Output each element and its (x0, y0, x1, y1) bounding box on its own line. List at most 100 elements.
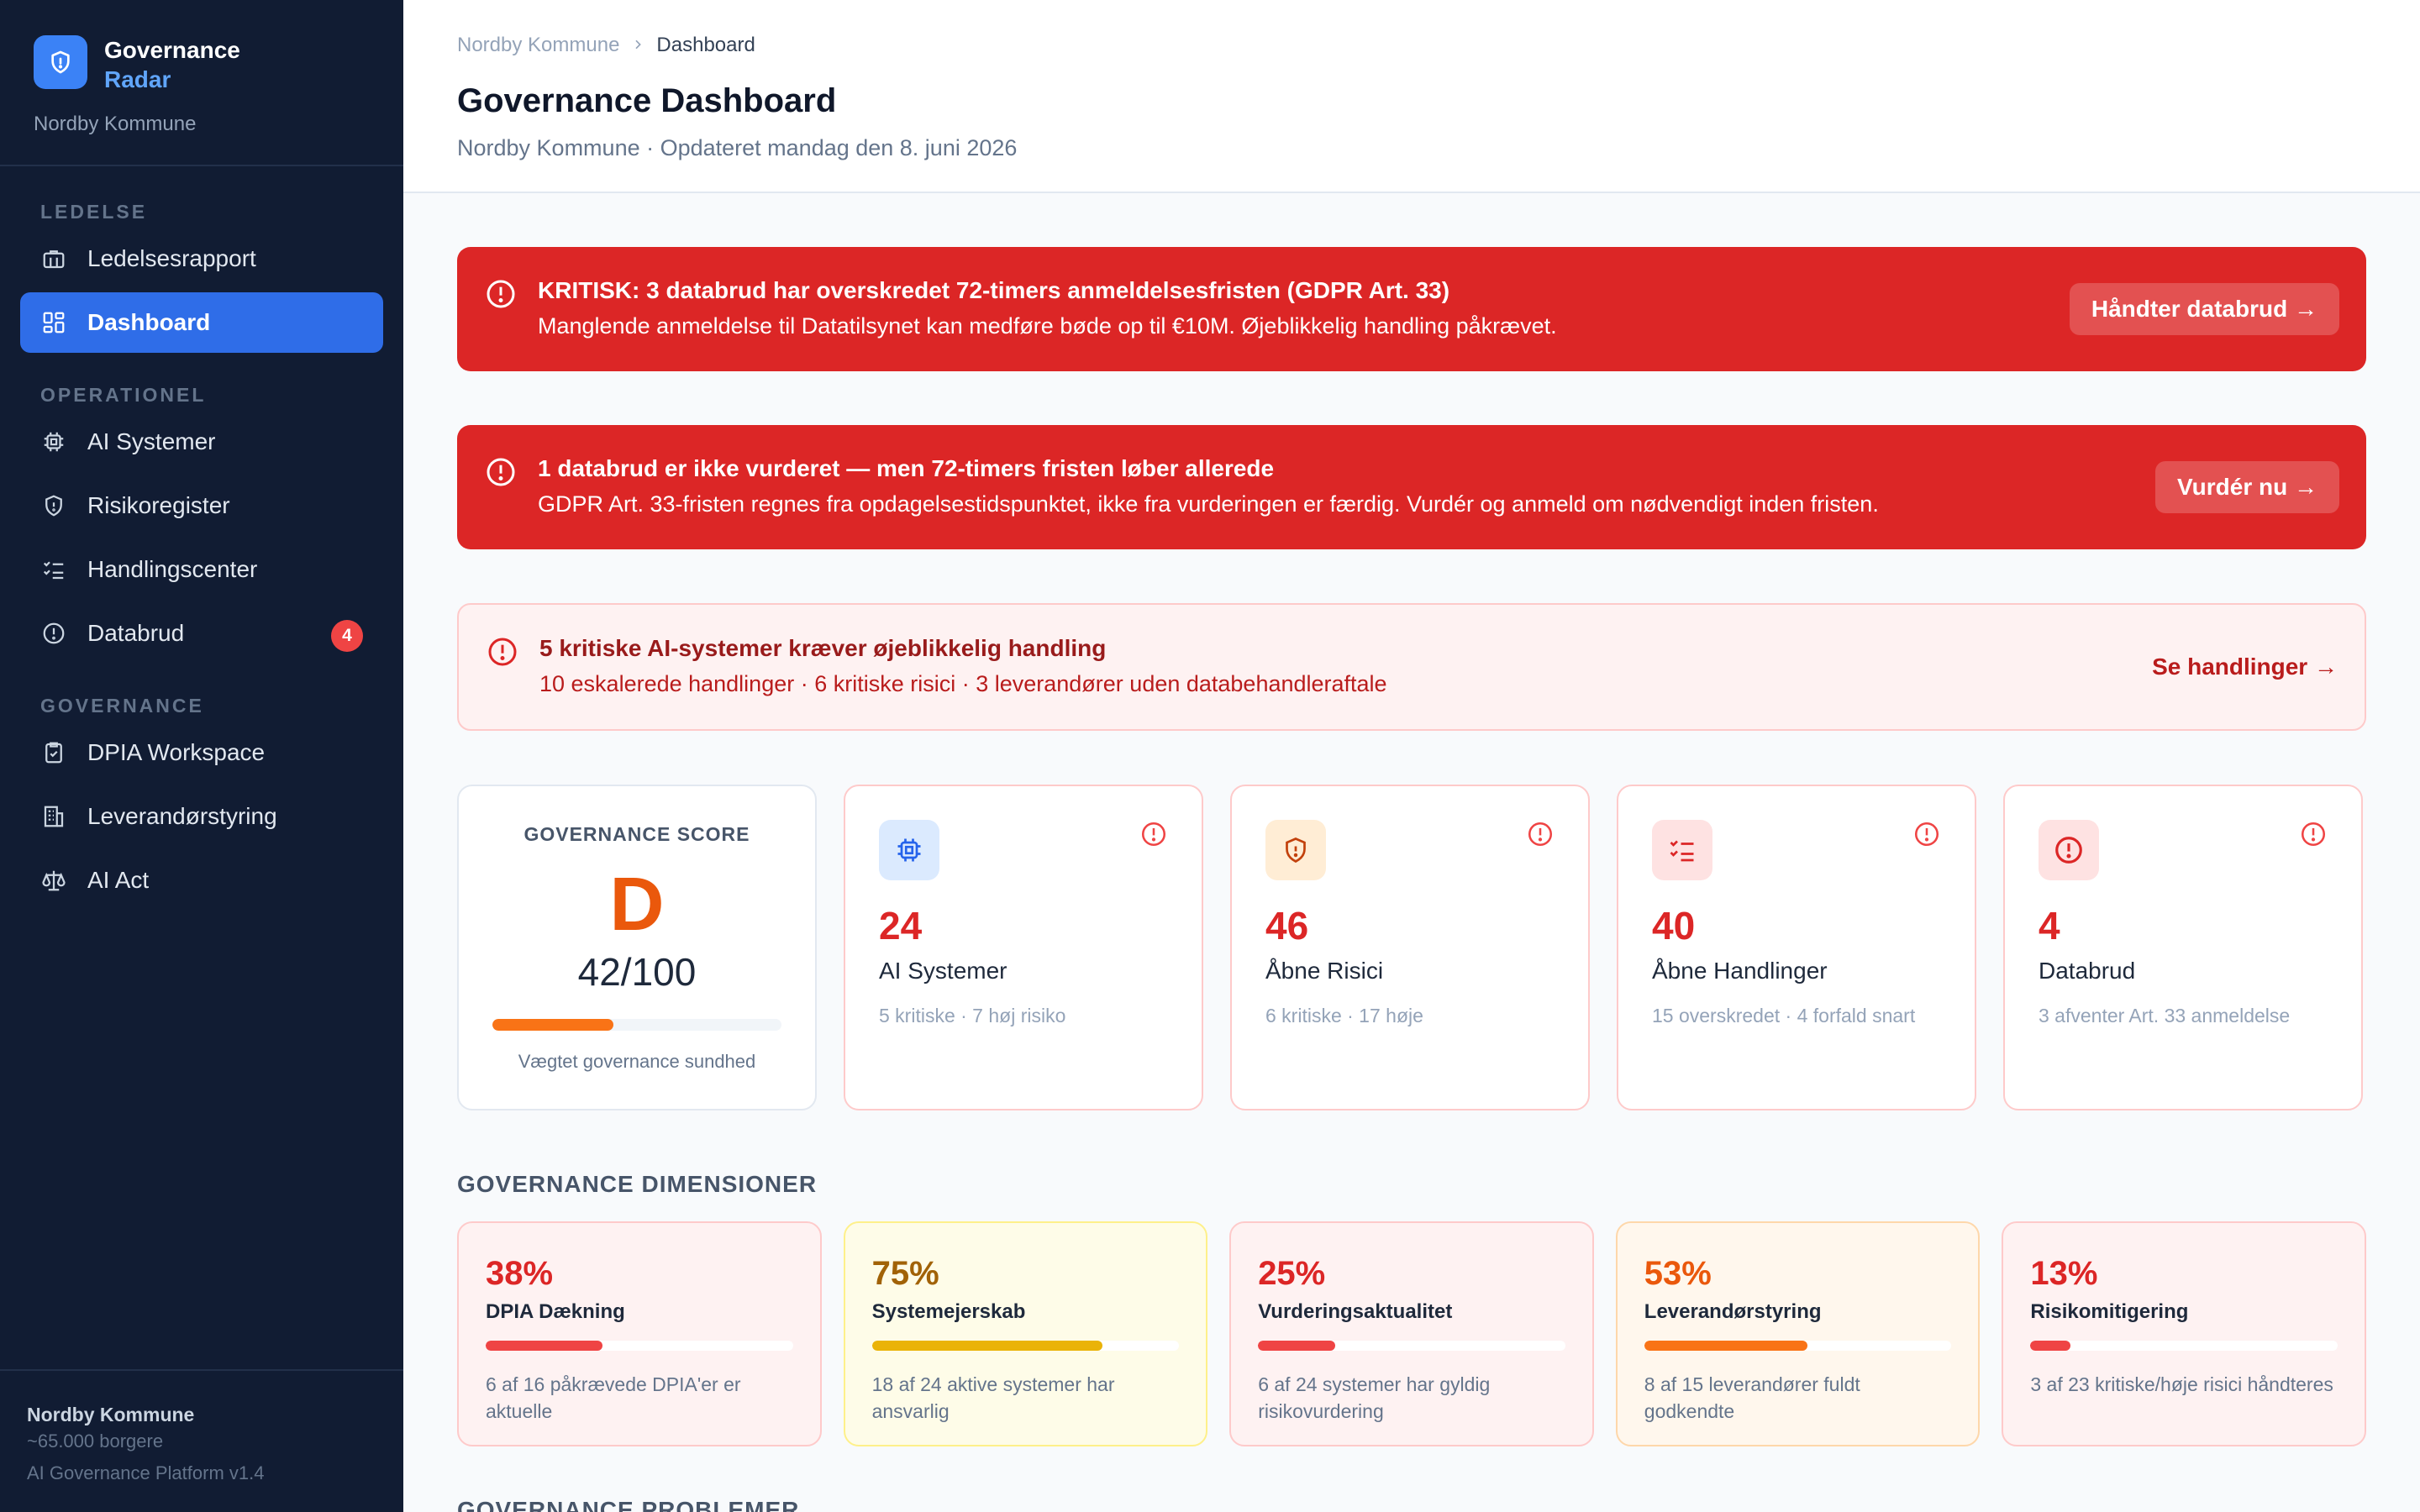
stats-row: GOVERNANCE SCORE D 42/100 Vægtet governa… (457, 785, 2366, 1110)
sidebar-item-label: AI Systemer (87, 428, 216, 454)
scales-icon (40, 867, 67, 894)
sidebar-item-databrud[interactable]: Databrud 4 (20, 603, 383, 664)
shield-alert-icon (1265, 820, 1326, 880)
alert-critical-ai-systems: 5 kritiske AI-systemer kræver øjeblikkel… (457, 603, 2366, 731)
dimension-card-vurderingsaktualitet[interactable]: 25% Vurderingsaktualitet 6 af 24 systeme… (1229, 1221, 1594, 1446)
sidebar-item-label: Ledelsesrapport (87, 245, 256, 271)
stat-meta: 5 kritiske · 7 høj risiko (879, 1005, 1066, 1026)
alert-description: 10 eskalerede handlinger · 6 kritiske ri… (539, 671, 1387, 696)
dimension-percent: 13% (2030, 1255, 2098, 1292)
dimension-percent: 38% (486, 1255, 554, 1292)
dimension-description: 3 af 23 kritiske/høje risici håndteres (2030, 1373, 2333, 1395)
sidebar: Governance Radar Nordby Kommune LEDELSE … (0, 0, 403, 1512)
alert-circle-icon (484, 277, 518, 311)
nav-heading: GOVERNANCE (40, 695, 204, 717)
dimension-percent: 53% (1644, 1255, 1712, 1292)
dimension-percent: 25% (1258, 1255, 1326, 1292)
sidebar-item-label: Dashboard (87, 309, 211, 335)
sidebar-item-ai-systemer[interactable]: AI Systemer (20, 412, 383, 472)
alert-circle-icon (484, 455, 518, 489)
score-caption: Vægtet governance sundhed (518, 1051, 756, 1072)
dimension-card-systemejerskab[interactable]: 75% Systemejerskab 18 af 24 aktive syste… (843, 1221, 1208, 1446)
dimension-description: 6 af 24 systemer har gyldig risikovurder… (1258, 1373, 1491, 1422)
stat-card-databrud[interactable]: 4 Databrud 3 afventer Art. 33 anmeldelse (2003, 785, 2363, 1110)
stat-label: Åbne Handlinger (1652, 958, 1828, 984)
sidebar-item-handlingscenter[interactable]: Handlingscenter (20, 539, 383, 600)
sidebar-item-ledelsesrapport[interactable]: Ledelsesrapport (20, 228, 383, 289)
dimensions-row: 38% DPIA Dækning 6 af 16 påkrævede DPIA'… (457, 1221, 2366, 1446)
dashboard-grid-icon (40, 309, 67, 336)
alert-circle-icon (486, 635, 519, 669)
section-title-problems: GOVERNANCE PROBLEMER (457, 1497, 800, 1512)
stat-number: 40 (1652, 904, 1696, 948)
dimension-card-dpia[interactable]: 38% DPIA Dækning 6 af 16 påkrævede DPIA'… (457, 1221, 822, 1446)
score-progress-bar (492, 1019, 781, 1031)
stat-meta: 6 kritiske · 17 høje (1265, 1005, 1423, 1026)
dimension-card-risikomitigering[interactable]: 13% Risikomitigering 3 af 23 kritiske/hø… (2002, 1221, 2366, 1446)
sidebar-item-label: Risikoregister (87, 492, 230, 518)
sidebar-item-label: Handlingscenter (87, 556, 258, 582)
stat-label: Åbne Risici (1265, 958, 1384, 984)
chip-icon (879, 820, 939, 880)
shield-logo-icon (34, 35, 87, 89)
see-actions-link[interactable]: Se handlinger → (2152, 654, 2338, 680)
alert-title: 5 kritiske AI-systemer kræver øjeblikkel… (539, 635, 1107, 661)
dimension-progress-fill (871, 1341, 1102, 1351)
stat-card-ai-systemer[interactable]: 24 AI Systemer 5 kritiske · 7 høj risiko (844, 785, 1203, 1110)
chip-icon (40, 428, 67, 455)
page-title: Governance Dashboard (457, 82, 837, 119)
score-value: 42/100 (577, 950, 697, 994)
assess-now-button[interactable]: Vurdér nu → (2155, 461, 2339, 513)
dimension-name: Vurderingsaktualitet (1258, 1300, 1453, 1323)
footer-version: AI Governance Platform v1.4 (27, 1462, 265, 1483)
sidebar-item-label: DPIA Workspace (87, 739, 266, 765)
stat-card-abne-handlinger[interactable]: 40 Åbne Handlinger 15 overskredet · 4 fo… (1617, 785, 1976, 1110)
sidebar-item-dpia-workspace[interactable]: DPIA Workspace (20, 722, 383, 783)
dimension-description: 8 af 15 leverandører fuldt godkendte (1644, 1373, 1860, 1422)
alert-description: Manglende anmeldelse til Datatilsynet ka… (538, 313, 1557, 339)
databrud-count-badge: 4 (331, 620, 363, 652)
stat-label: AI Systemer (879, 958, 1007, 984)
handle-breach-button[interactable]: Håndter databrud → (2069, 283, 2339, 335)
breadcrumb-item-org[interactable]: Nordby Kommune (457, 34, 620, 56)
clipboard-check-icon (40, 739, 67, 766)
score-label: GOVERNANCE SCORE (523, 823, 750, 845)
sidebar-item-ai-act[interactable]: AI Act (20, 850, 383, 911)
dimension-progress-bar (1644, 1341, 1952, 1351)
stat-card-abne-risici[interactable]: 46 Åbne Risici 6 kritiske · 17 høje (1230, 785, 1590, 1110)
stat-label: Databrud (2039, 958, 2136, 984)
page-header: Nordby Kommune Dashboard Governance Dash… (403, 0, 2420, 193)
sidebar-item-risikoregister[interactable]: Risikoregister (20, 475, 383, 536)
dimension-card-leverandorstyring[interactable]: 53% Leverandørstyring 8 af 15 leverandør… (1615, 1221, 1981, 1446)
dimension-progress-fill (1644, 1341, 1807, 1351)
dimension-progress-fill (486, 1341, 602, 1351)
sidebar-item-label: Leverandørstyring (87, 803, 277, 829)
brand-product: Radar (104, 66, 171, 92)
sidebar-item-dashboard[interactable]: Dashboard (20, 292, 383, 353)
nav-heading: OPERATIONEL (40, 384, 207, 406)
brand: Governance Radar Nordby Kommune (0, 0, 403, 166)
nav-heading: LEDELSE (40, 201, 148, 223)
dimension-name: DPIA Dækning (486, 1300, 625, 1323)
sidebar-item-label: AI Act (87, 867, 150, 893)
chevron-right-icon (631, 34, 644, 57)
main-content: Nordby Kommune Dashboard Governance Dash… (403, 0, 2420, 1512)
dimension-percent: 75% (871, 1255, 939, 1292)
briefcase-icon (40, 245, 67, 272)
score-grade: D (609, 863, 665, 947)
dimension-description: 18 af 24 aktive systemer har ansvarlig (871, 1373, 1115, 1422)
shield-icon (40, 492, 67, 519)
stat-meta: 15 overskredet · 4 forfald snart (1652, 1005, 1916, 1026)
dimension-progress-fill (2030, 1341, 2070, 1351)
sidebar-item-label: Databrud (87, 620, 185, 646)
nav-section-governance: GOVERNANCE DPIA Workspace Leverandørstyr… (0, 689, 403, 911)
page-subtitle: Nordby Kommune · Opdateret mandag den 8.… (457, 135, 1018, 160)
dimension-description: 6 af 16 påkrævede DPIA'er er aktuelle (486, 1373, 741, 1422)
alert-unassessed-breach: 1 databrud er ikke vurderet — men 72-tim… (457, 425, 2366, 549)
sidebar-item-leverandorstyring[interactable]: Leverandørstyring (20, 786, 383, 847)
footer-org: Nordby Kommune (27, 1404, 195, 1425)
dimension-progress-bar (486, 1341, 793, 1351)
alert-critical-breach: KRITISK: 3 databrud har overskredet 72-t… (457, 247, 2366, 371)
breadcrumb-item-current: Dashboard (656, 34, 755, 56)
dimension-progress-bar (2030, 1341, 2338, 1351)
